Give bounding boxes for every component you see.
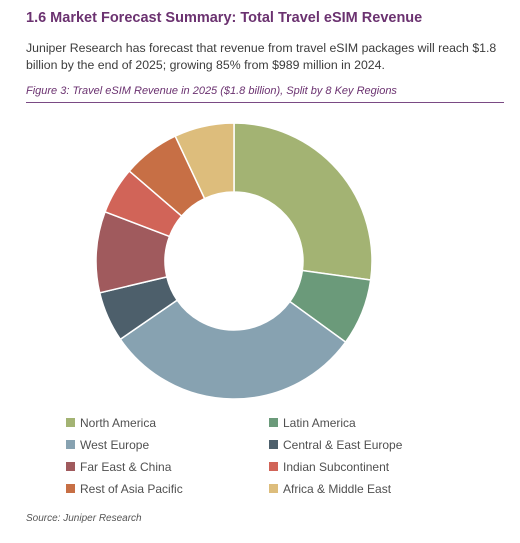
slice-africa-and-middle-east: [174, 122, 235, 200]
legend-label: West Europe: [80, 437, 150, 452]
section-heading: 1.6 Market Forecast Summary: Total Trave…: [26, 10, 423, 26]
chart-legend: North America Latin America West Europe Cen…: [66, 414, 486, 498]
legend-swatch: [66, 418, 75, 428]
legend-label: Far East & China: [80, 459, 172, 474]
legend-item-north-america: North America: [66, 414, 269, 432]
legend-swatch: [66, 462, 75, 472]
legend-label: North America: [80, 415, 157, 430]
legend-label: Africa & Middle East: [283, 481, 392, 496]
slice-north-america: [233, 122, 373, 281]
slice-west-europe: [119, 299, 347, 400]
legend-item-latin-america: Latin America: [269, 414, 479, 432]
legend-item-central-and-east-europe: Central & East Europe: [269, 436, 479, 454]
legend-swatch: [269, 484, 278, 494]
legend-item-indian-subcontinent: Indian Subcontinent: [269, 458, 479, 476]
legend-swatch: [66, 484, 75, 494]
donut-chart: [95, 122, 373, 400]
legend-label: Central & East Europe: [283, 437, 403, 452]
figure-caption: Figure 3: Travel eSIM Revenue in 2025 ($…: [26, 85, 397, 97]
caption-divider: [26, 102, 504, 103]
legend-item-africa-and-middle-east: Africa & Middle East: [269, 480, 479, 498]
legend-swatch: [269, 418, 278, 428]
intro-paragraph: Juniper Research has forecast that reven…: [26, 41, 497, 72]
legend-swatch: [269, 440, 278, 450]
legend-item-rest-of-asia-pacific: Rest of Asia Pacific: [66, 480, 269, 498]
legend-label: Latin America: [283, 415, 356, 430]
legend-label: Indian Subcontinent: [283, 459, 390, 474]
legend-item-far-east-and-china: Far East & China: [66, 458, 269, 476]
legend-item-west-europe: West Europe: [66, 436, 269, 454]
legend-label: Rest of Asia Pacific: [80, 481, 183, 496]
legend-swatch: [66, 440, 75, 450]
legend-swatch: [269, 462, 278, 472]
source-note: Source: Juniper Research: [26, 513, 142, 524]
